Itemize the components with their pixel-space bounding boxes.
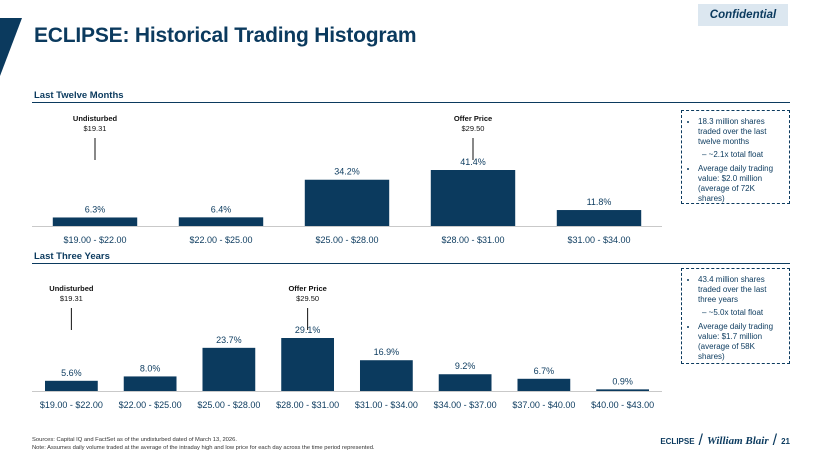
note-text: Average daily trading value: $2.0 millio… (698, 164, 774, 203)
bar-value-label: 9.2% (455, 361, 476, 371)
brand-firm-logo: William Blair (707, 435, 769, 447)
section-rule-3y (32, 263, 790, 264)
note-text: 18.3 million shares traded over the last… (698, 117, 767, 146)
annotation-title: Offer Price (454, 114, 492, 123)
footnote-sources: Sources: Capital IQ and FactSet as of th… (32, 437, 237, 443)
note-text: Average daily trading value: $1.7 millio… (698, 322, 774, 361)
bar-value-label: 34.2% (334, 167, 360, 177)
section-label-3y: Last Three Years (34, 251, 110, 262)
note-bullet: 18.3 million shares traded over the last… (698, 117, 783, 160)
bar-value-label: 41.4% (460, 157, 486, 167)
category-tick-label: $40.00 - $43.00 (591, 400, 654, 410)
bar-value-label: 6.4% (211, 204, 232, 214)
bar-value-label: 6.3% (85, 204, 106, 214)
bar-value-label: 8.0% (140, 363, 161, 373)
page-number: 21 (781, 436, 790, 446)
note-bullet: Average daily trading value: $2.0 millio… (698, 164, 783, 204)
category-tick-label: $28.00 - $31.00 (441, 235, 504, 245)
category-tick-label: $25.00 - $28.00 (315, 235, 378, 245)
page-title: ECLIPSE: Historical Trading Histogram (34, 24, 417, 47)
category-tick-label: $25.00 - $28.00 (197, 400, 260, 410)
footnote: Sources: Capital IQ and FactSet as of th… (32, 436, 375, 452)
annotation-price: $19.31 (60, 294, 83, 303)
section-label-ltm: Last Twelve Months (34, 90, 124, 101)
bar (304, 179, 390, 226)
bar (438, 374, 492, 391)
annotation-price: $19.31 (84, 124, 107, 133)
note-subtext: – ~5.0x total float (702, 308, 764, 317)
category-tick-label: $28.00 - $31.00 (276, 400, 339, 410)
bar-value-label: 6.7% (534, 366, 555, 376)
note-bullet: Average daily trading value: $1.7 millio… (698, 322, 783, 362)
category-tick-label: $31.00 - $34.00 (567, 235, 630, 245)
category-tick-label: $22.00 - $25.00 (189, 235, 252, 245)
bar (281, 338, 335, 391)
bar-value-label: 0.9% (612, 376, 633, 386)
bar-value-label: 23.7% (216, 335, 242, 345)
bar (596, 389, 650, 391)
bar (44, 380, 98, 391)
note-subtext: – ~2.1x total float (702, 150, 764, 159)
histogram-ltm: 6.3% $19.00 - $22.00 6.4% $22.00 - $25.00 34… (32, 114, 662, 245)
corner-accent (0, 18, 22, 76)
category-tick-label: $19.00 - $22.00 (63, 235, 126, 245)
bar (202, 347, 256, 391)
brand-slash-left: / (698, 432, 703, 449)
section-rule-ltm (32, 102, 790, 103)
bar (556, 210, 642, 226)
bar-value-label: 16.9% (374, 347, 400, 357)
category-tick-label: $37.00 - $40.00 (512, 400, 575, 410)
notes-box-3y: 43.4 million shares traded over the last… (681, 268, 790, 364)
bar (359, 360, 413, 391)
confidential-badge: Confidential (698, 4, 788, 26)
bar (178, 217, 264, 226)
bar (430, 170, 516, 226)
bar-value-label: 11.8% (587, 197, 612, 207)
footnote-note: Note: Assumes daily volume traded at the… (32, 445, 375, 451)
brand-footer: ECLIPSE / William Blair / 21 (660, 432, 790, 450)
histogram-3y: 5.6% $19.00 - $22.00 8.0% $22.00 - $25.00 23… (32, 284, 662, 410)
category-tick-label: $22.00 - $25.00 (119, 400, 182, 410)
note-text: 43.4 million shares traded over the last… (698, 275, 767, 304)
annotation-title: Offer Price (288, 284, 326, 293)
category-tick-label: $34.00 - $37.00 (434, 400, 497, 410)
annotation-price: $29.50 (462, 124, 485, 133)
annotation-title: Undisturbed (49, 284, 94, 293)
bar (517, 378, 571, 391)
category-tick-label: $31.00 - $34.00 (355, 400, 418, 410)
brand-company: ECLIPSE (660, 436, 695, 446)
notes-box-ltm: 18.3 million shares traded over the last… (681, 110, 790, 204)
annotation-title: Undisturbed (73, 114, 118, 123)
annotation-price: $29.50 (296, 294, 319, 303)
bar-value-label: 5.6% (61, 368, 82, 378)
bar (52, 217, 138, 226)
note-bullet: 43.4 million shares traded over the last… (698, 275, 783, 318)
bar (123, 376, 177, 391)
brand-slash-right: / (772, 432, 778, 449)
category-tick-label: $19.00 - $22.00 (40, 400, 103, 410)
